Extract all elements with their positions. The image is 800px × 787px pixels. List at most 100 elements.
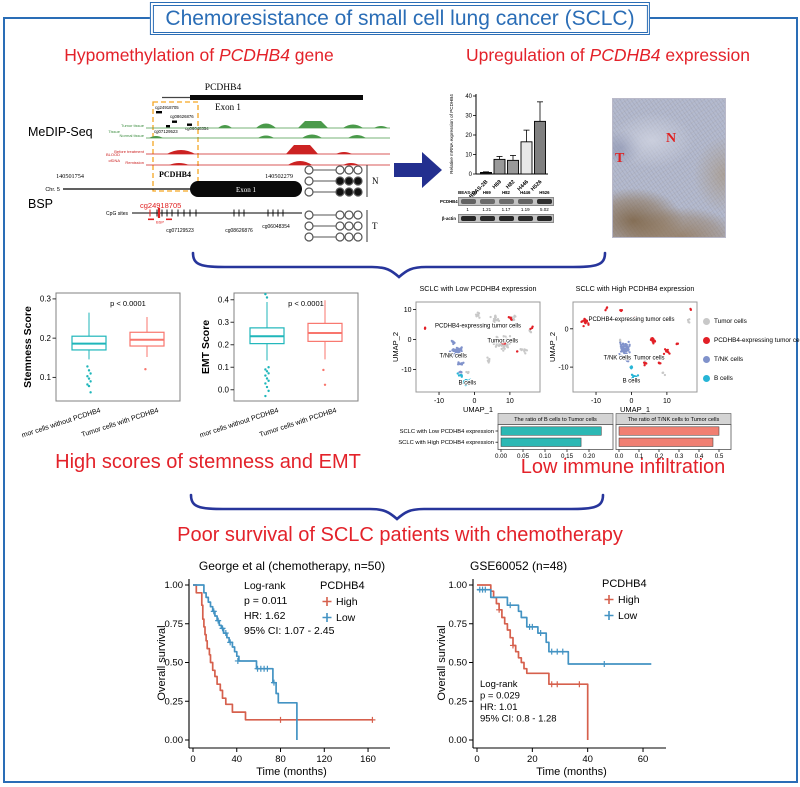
svg-text:0.0: 0.0 (218, 386, 230, 395)
svg-text:0.00: 0.00 (165, 735, 184, 746)
methylated-cpg (353, 187, 363, 197)
svg-text:0.5: 0.5 (715, 453, 724, 460)
svg-text:Tumor cells: Tumor cells (634, 355, 665, 361)
unmethylated-cpg (344, 232, 354, 242)
unmethylated-cpg (335, 221, 345, 231)
km-curve-low (477, 588, 652, 665)
highlight-box (152, 101, 199, 192)
brace-top (191, 251, 607, 279)
blot-strip (458, 213, 554, 223)
svg-text:SCLC with High PCDHB4 expressi: SCLC with High PCDHB4 expression (398, 440, 494, 446)
exon1-label: Exon 1 (236, 186, 257, 194)
svg-text:0: 0 (473, 398, 477, 405)
heading-hypomethylation: Hypomethylation of PCDHB4 gene (16, 45, 382, 66)
svg-text:PCDHB4-expressing tumor cells: PCDHB4-expressing tumor cells (435, 324, 521, 330)
svg-text:0.1: 0.1 (635, 453, 644, 460)
blot-strip (458, 196, 554, 206)
quant-value: 1.21 (482, 207, 492, 212)
ratio-bar (618, 426, 720, 436)
box-series (71, 312, 107, 394)
svg-text:0.50: 0.50 (165, 658, 184, 669)
svg-text:Low: Low (618, 610, 638, 622)
svg-text:0.20: 0.20 (583, 453, 596, 460)
cg24918705-label: cg24918705 (140, 201, 181, 210)
svg-text:T/NK cells: T/NK cells (604, 355, 631, 361)
box-series (249, 292, 285, 398)
blot-lane-labels: BEAS-2B H69 H82 H446 H526 (458, 190, 554, 195)
ratio-bar (618, 437, 714, 447)
svg-text:0.25: 0.25 (165, 696, 184, 707)
unmethylated-cpg (353, 165, 363, 175)
svg-text:0.1: 0.1 (218, 363, 230, 372)
svg-text:SCLC with Low PCDHB4 expressio: SCLC with Low PCDHB4 expression (400, 429, 494, 435)
lane-label: H526 (539, 190, 550, 195)
methylation-tracks-panel: PCDHB4 Exon 1 cg24918705 cg08626876 cg07… (28, 83, 390, 242)
svg-text:0.3: 0.3 (40, 295, 52, 304)
figure-title: Chemoresistance of small cell lung cance… (152, 4, 648, 33)
ihc-label-t: T (615, 151, 625, 166)
unmethylated-cpg (335, 210, 345, 220)
blot-band (480, 216, 495, 221)
medip-tracks: Tumor tissue Normal tissue Tissue Before… (106, 121, 390, 166)
svg-text:0.4: 0.4 (695, 453, 704, 460)
heading-stemness-emt: High scores of stemness and EMT (55, 451, 361, 473)
svg-text:Log-rank: Log-rank (480, 679, 518, 690)
svg-text:10: 10 (663, 398, 671, 405)
svg-text:Low: Low (336, 612, 356, 624)
probe-label: cg06048354 (262, 224, 290, 230)
svg-text:UMAP_1: UMAP_1 (620, 405, 650, 414)
gene-diagram: PCDHB4 Exon 1 (162, 83, 363, 112)
km-curve-low (193, 584, 298, 740)
svg-text:0: 0 (469, 172, 473, 178)
svg-text:40: 40 (465, 94, 472, 100)
svg-text:EMT Score: EMT Score (200, 320, 212, 374)
svg-text:0.2: 0.2 (655, 453, 664, 460)
box-series (307, 300, 343, 386)
heading-survival: Poor survival of SCLC patients with chem… (177, 524, 623, 546)
umap-legend: Tumor cells PCDHB4-expressing tumor cells… (703, 312, 800, 388)
blot-band (537, 199, 552, 204)
svg-text:95% CI: 0.8 - 1.28: 95% CI: 0.8 - 1.28 (480, 714, 557, 725)
heading-immune: Low immune infiltration (520, 456, 726, 478)
svg-text:0.75: 0.75 (165, 619, 184, 630)
quant-value: 1.19 (520, 207, 530, 212)
km-plot-george: 0.00 0.25 0.50 0.75 1.00 0 40 80 120 160 Time (mon… (156, 559, 390, 778)
blot-row-label: β-actin (441, 215, 456, 221)
blot-band (461, 216, 476, 221)
svg-text:UMAP_2: UMAP_2 (548, 332, 557, 362)
heading-upregulation: Upregulation of PCDHB4 expression (426, 45, 790, 66)
unmethylated-cpg (353, 221, 363, 231)
bsp-amplicon-label: BSP (156, 220, 164, 225)
svg-text:Overall survival: Overall survival (436, 625, 448, 700)
quant-value: 5.02 (540, 207, 549, 212)
expression-bar (480, 171, 492, 175)
svg-text:0: 0 (408, 337, 412, 344)
heading-text: Upregulation of (465, 45, 590, 65)
track-label: Normal tissue (120, 133, 145, 138)
svg-text:Overall survival: Overall survival (156, 625, 168, 700)
svg-text:0.05: 0.05 (517, 453, 530, 460)
legend-label: T/NK cells (714, 356, 744, 363)
svg-text:0.10: 0.10 (539, 453, 552, 460)
gene-name: PCDHB4 (205, 83, 242, 93)
heading-text: expression (660, 45, 751, 65)
cpg-site-ticks (148, 208, 284, 221)
svg-text:160: 160 (360, 754, 376, 765)
svg-text:10: 10 (404, 307, 412, 314)
legend-dot-icon (703, 356, 710, 363)
blot-band (499, 199, 514, 204)
svg-text:Tumor cells: Tumor cells (487, 339, 518, 345)
cpg-sites-label: CpG sites (106, 211, 128, 217)
svg-text:The ratio of T/NK cells to Tum: The ratio of T/NK cells to Tumor cells (628, 417, 720, 423)
svg-text:H82: H82 (505, 179, 516, 190)
mrna-bar-chart: 0 10 20 30 40 Relative mRNA expression of PCD… (449, 94, 548, 200)
svg-text:0.2: 0.2 (40, 334, 52, 343)
umap-dots (423, 311, 534, 387)
emt-boxplot: 0.0 0.1 0.2 0.3 0.4 EMT Score p < 0.0001 Tumor … (200, 292, 359, 442)
svg-text:60: 60 (638, 754, 649, 765)
svg-text:1.00: 1.00 (165, 580, 184, 591)
svg-text:Tumor cells without PCDHB4: Tumor cells without PCDHB4 (22, 407, 102, 442)
lane-label: BEAS-2B (458, 190, 478, 195)
expression-bar (520, 141, 533, 175)
svg-text:0.1: 0.1 (40, 373, 52, 382)
